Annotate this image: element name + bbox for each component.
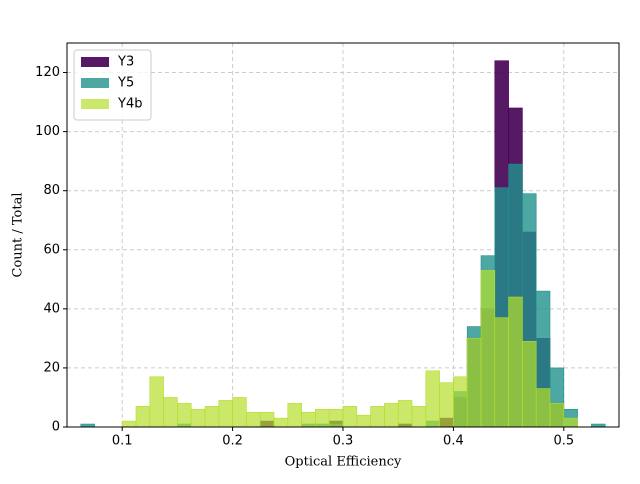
y-tick-label: 100 <box>35 124 60 139</box>
bar <box>535 388 551 428</box>
bar <box>370 406 385 428</box>
y-tick-label: 0 <box>52 420 60 435</box>
bar <box>549 403 565 428</box>
y-tick-label: 120 <box>35 65 60 80</box>
bar <box>259 411 275 428</box>
y-tick-label: 20 <box>43 360 60 375</box>
bar <box>177 403 192 428</box>
bar <box>163 397 178 428</box>
bar <box>190 408 206 428</box>
legend-swatch <box>81 99 109 109</box>
bar <box>397 400 413 428</box>
legend-label: Y4b <box>117 97 142 112</box>
legend-swatch <box>81 78 109 88</box>
bar <box>356 414 371 428</box>
bar <box>246 411 261 428</box>
bar <box>218 400 233 428</box>
y-tick-label: 80 <box>43 183 60 198</box>
x-tick-label: 0.4 <box>443 434 464 449</box>
x-tick-label: 0.2 <box>222 434 243 449</box>
bar <box>342 406 358 428</box>
legend-swatch <box>81 57 109 67</box>
bar <box>439 382 454 428</box>
bar <box>135 406 151 428</box>
bar <box>315 408 330 428</box>
plot-frame <box>66 42 620 428</box>
legend-label: Y3 <box>117 55 134 70</box>
bar <box>328 408 344 428</box>
bar <box>149 376 164 428</box>
x-tick-label: 0.3 <box>333 434 354 449</box>
x-tick-label: 0.5 <box>553 434 574 449</box>
bar <box>411 406 427 428</box>
bar <box>121 420 137 428</box>
bar <box>232 397 247 428</box>
y-axis-label: Count / Total <box>11 192 26 277</box>
bar <box>563 417 578 428</box>
legend-label: Y5 <box>117 76 134 91</box>
bar <box>273 417 289 428</box>
bar <box>508 296 523 428</box>
x-tick-label: 0.1 <box>112 434 133 449</box>
y-tick-label: 60 <box>43 242 60 257</box>
bar <box>204 406 220 428</box>
bar <box>384 403 399 428</box>
bar <box>425 370 440 428</box>
bar <box>453 376 468 428</box>
x-axis-label: Optical Efficiency <box>285 455 402 470</box>
bar <box>480 270 496 428</box>
bar <box>522 341 537 428</box>
bar <box>494 317 509 428</box>
bar <box>466 338 482 428</box>
bar <box>301 411 316 428</box>
y-tick-label: 40 <box>43 301 60 316</box>
bar <box>287 403 302 428</box>
